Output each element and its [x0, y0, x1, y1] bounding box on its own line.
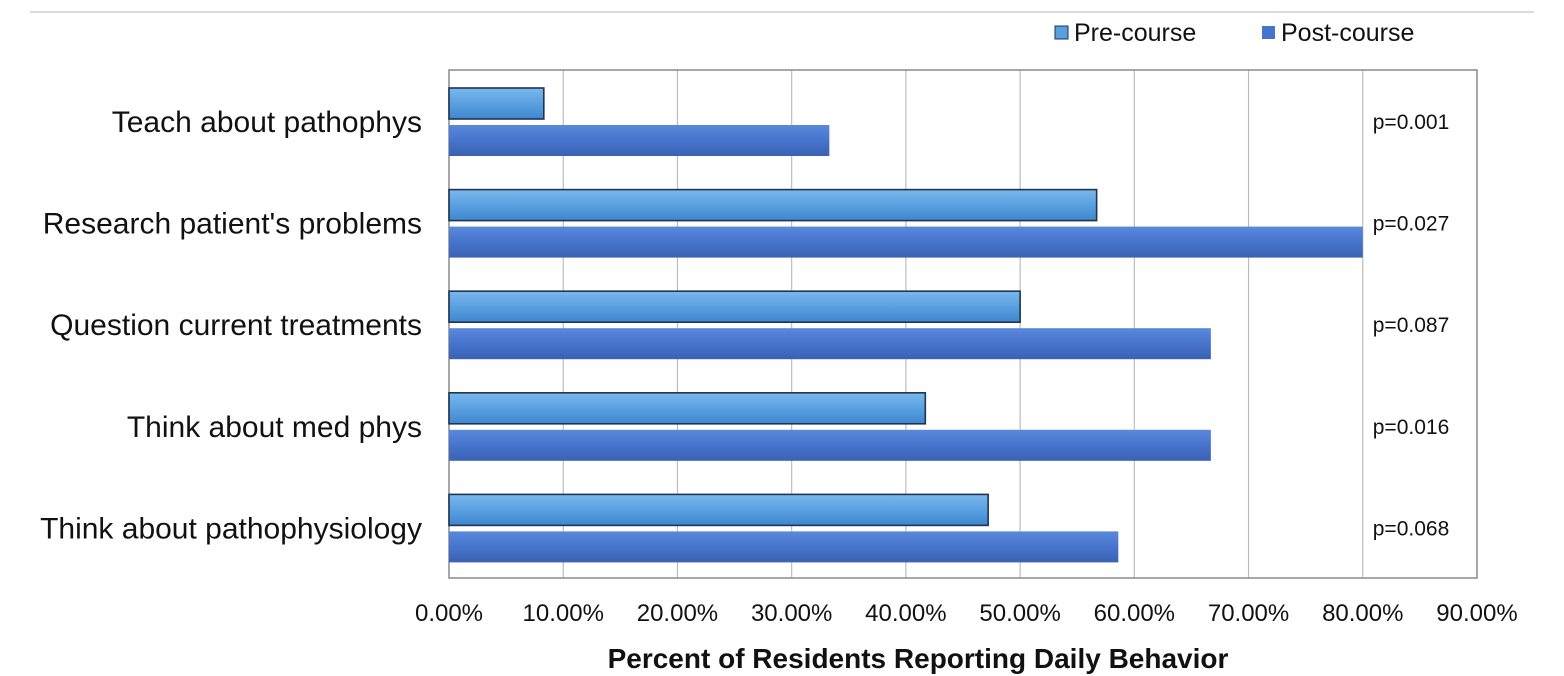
legend-swatch-post-course: [1262, 26, 1275, 39]
category-label: Think about med phys: [127, 411, 422, 444]
x-tick-labels: 0.00% 10.00% 20.00% 30.00% 40.00% 50.00% 60.00…: [415, 600, 1518, 627]
bar-post-course: [449, 125, 830, 156]
legend: Pre-course Post-course: [1054, 19, 1414, 47]
bars-group: [448, 87, 1363, 563]
x-tick-label: 20.00%: [637, 600, 718, 627]
x-tick-label: 90.00%: [1436, 600, 1517, 627]
x-tick-label: 60.00%: [1094, 600, 1175, 627]
x-axis-title: Percent of Residents Reporting Daily Beh…: [608, 643, 1229, 674]
p-value-label: p=0.068: [1373, 517, 1450, 540]
bar-post-course: [449, 531, 1119, 563]
x-tick-label: 50.00%: [979, 600, 1060, 627]
bar-pre-course: [448, 290, 1021, 324]
category-labels: Teach about pathophys Research patient's …: [40, 106, 422, 545]
x-tick-label: 40.00%: [865, 600, 946, 627]
category-label: Research patient's problems: [43, 208, 422, 241]
x-tick-label: 10.00%: [523, 600, 604, 627]
legend-label-pre-course: Pre-course: [1074, 19, 1196, 47]
p-value-annotations: p=0.001 p=0.027 p=0.087 p=0.016 p=0.068: [1373, 111, 1450, 540]
x-tick-label: 80.00%: [1322, 600, 1403, 627]
plot-area: [448, 69, 1478, 579]
x-tick-label: 70.00%: [1208, 600, 1289, 627]
bar-post-course: [449, 429, 1211, 461]
p-value-label: p=0.087: [1373, 314, 1450, 337]
x-tick-label: 0.00%: [415, 600, 483, 627]
bar-pre-course: [448, 391, 927, 425]
bar-pre-course: [448, 87, 545, 120]
x-tick-label: 30.00%: [751, 600, 832, 627]
category-label: Think about pathophysiology: [40, 512, 422, 545]
bar-post-course: [449, 226, 1363, 258]
category-label: Question current treatments: [50, 309, 422, 342]
p-value-label: p=0.001: [1373, 111, 1450, 134]
legend-label-post-course: Post-course: [1281, 19, 1414, 47]
p-value-label: p=0.016: [1373, 416, 1450, 439]
bar-post-course: [449, 328, 1211, 360]
bar-pre-course: [448, 188, 1098, 222]
category-label: Teach about pathophys: [112, 106, 422, 139]
bar-pre-course: [448, 493, 989, 527]
legend-swatch-pre-course: [1054, 25, 1069, 40]
p-value-label: p=0.027: [1373, 213, 1450, 236]
